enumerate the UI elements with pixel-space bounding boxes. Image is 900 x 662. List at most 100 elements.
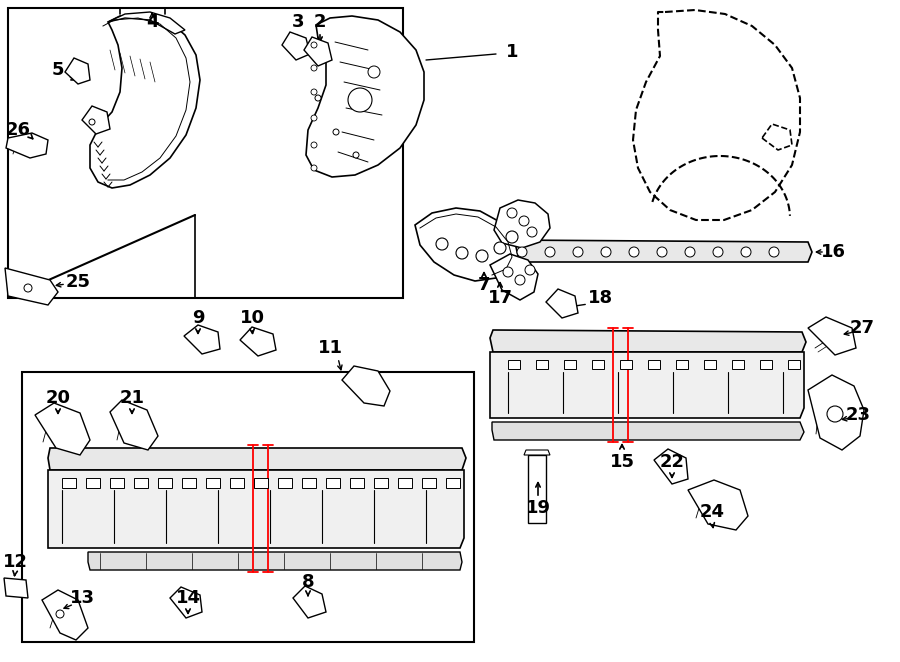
Bar	[278, 478, 292, 488]
Circle shape	[494, 242, 506, 254]
Circle shape	[525, 265, 535, 275]
Text: 23: 23	[845, 406, 870, 424]
Polygon shape	[342, 366, 390, 406]
Bar	[182, 478, 196, 488]
Circle shape	[311, 89, 317, 95]
Circle shape	[353, 152, 359, 158]
Circle shape	[527, 227, 537, 237]
Text: 26: 26	[5, 121, 31, 139]
Circle shape	[311, 142, 317, 148]
Polygon shape	[88, 552, 462, 570]
Circle shape	[89, 119, 95, 125]
Polygon shape	[170, 587, 202, 618]
Text: 10: 10	[239, 309, 265, 327]
Text: 20: 20	[46, 389, 70, 407]
Polygon shape	[502, 240, 812, 262]
Bar	[302, 478, 316, 488]
Bar	[398, 478, 412, 488]
Bar	[676, 360, 688, 369]
Text: 17: 17	[488, 289, 512, 307]
Bar	[422, 478, 436, 488]
Text: 8: 8	[302, 573, 314, 591]
Polygon shape	[494, 200, 550, 248]
Polygon shape	[490, 352, 804, 418]
Polygon shape	[304, 37, 332, 66]
Polygon shape	[42, 590, 88, 640]
Polygon shape	[48, 448, 466, 470]
Circle shape	[713, 247, 723, 257]
Circle shape	[348, 88, 372, 112]
Polygon shape	[306, 16, 424, 177]
Circle shape	[311, 165, 317, 171]
Circle shape	[24, 284, 32, 292]
Polygon shape	[490, 254, 538, 300]
Polygon shape	[6, 133, 48, 158]
Bar	[446, 478, 460, 488]
Polygon shape	[5, 268, 58, 305]
Polygon shape	[524, 450, 550, 455]
Circle shape	[315, 95, 321, 101]
Bar	[110, 478, 124, 488]
Circle shape	[517, 247, 527, 257]
Circle shape	[515, 275, 525, 285]
Text: 12: 12	[3, 553, 28, 571]
Circle shape	[311, 42, 317, 48]
Bar	[158, 478, 172, 488]
Bar	[528, 455, 546, 523]
Text: 5: 5	[52, 61, 64, 79]
Polygon shape	[415, 208, 518, 281]
Polygon shape	[492, 422, 804, 440]
Polygon shape	[282, 32, 310, 60]
Circle shape	[769, 247, 779, 257]
Text: 14: 14	[176, 589, 201, 607]
Polygon shape	[110, 400, 158, 450]
Text: 1: 1	[506, 43, 518, 61]
Circle shape	[629, 247, 639, 257]
Circle shape	[56, 610, 64, 618]
Text: 11: 11	[318, 339, 343, 357]
Polygon shape	[65, 58, 90, 84]
Polygon shape	[108, 12, 185, 34]
Circle shape	[311, 115, 317, 121]
Polygon shape	[90, 14, 200, 188]
Text: 21: 21	[120, 389, 145, 407]
Circle shape	[507, 208, 517, 218]
Polygon shape	[184, 325, 220, 354]
Circle shape	[601, 247, 611, 257]
Polygon shape	[240, 327, 276, 356]
Bar	[350, 478, 364, 488]
Bar	[564, 360, 576, 369]
Bar	[22, 372, 474, 642]
Bar	[592, 360, 604, 369]
Polygon shape	[4, 578, 28, 598]
Bar	[374, 478, 388, 488]
Circle shape	[545, 247, 555, 257]
Bar	[254, 478, 268, 488]
Bar	[86, 478, 100, 488]
Circle shape	[311, 65, 317, 71]
Bar	[62, 478, 76, 488]
Bar	[620, 360, 632, 369]
Bar	[206, 478, 220, 488]
Polygon shape	[35, 403, 90, 455]
Text: 4: 4	[146, 13, 158, 31]
Circle shape	[456, 247, 468, 259]
Text: 16: 16	[821, 243, 845, 261]
Circle shape	[685, 247, 695, 257]
Bar	[8, 8, 403, 298]
Text: 18: 18	[588, 289, 613, 307]
Bar	[704, 360, 716, 369]
Text: 25: 25	[66, 273, 91, 291]
Circle shape	[741, 247, 751, 257]
Circle shape	[506, 231, 518, 243]
Circle shape	[368, 66, 380, 78]
Polygon shape	[48, 470, 464, 548]
Text: 6: 6	[94, 109, 106, 127]
Text: 22: 22	[660, 453, 685, 471]
Polygon shape	[808, 317, 856, 355]
Polygon shape	[808, 375, 864, 450]
Bar	[508, 360, 520, 369]
Text: 3: 3	[292, 13, 304, 31]
Circle shape	[657, 247, 667, 257]
Text: 19: 19	[526, 499, 551, 517]
